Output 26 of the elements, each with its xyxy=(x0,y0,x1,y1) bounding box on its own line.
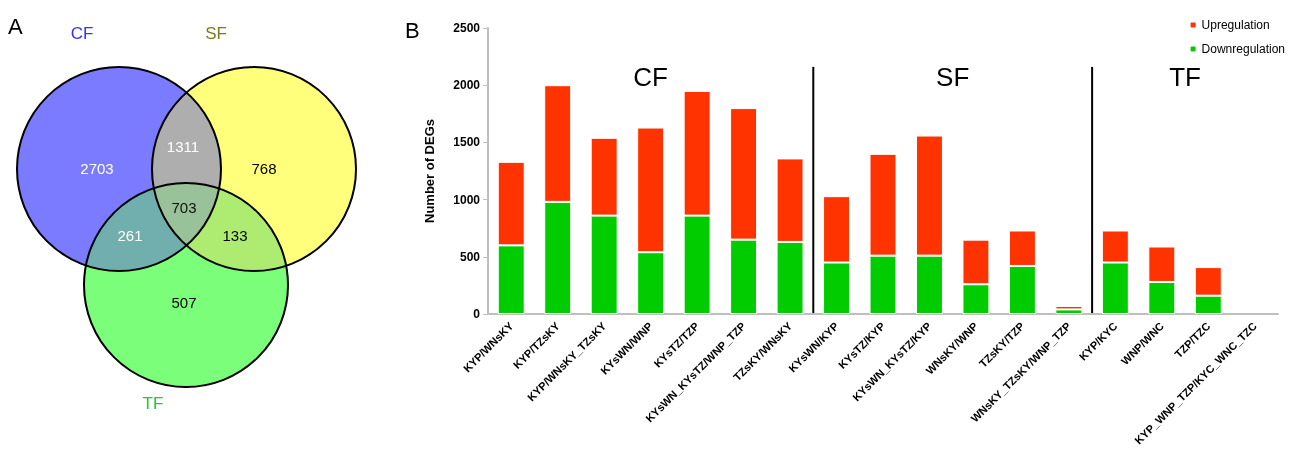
bar xyxy=(1055,309,1083,314)
y-tick-label: 500 xyxy=(459,249,481,264)
y-axis-title: Number of DEGs xyxy=(422,118,437,224)
text: 507 xyxy=(171,293,197,311)
text: 261 xyxy=(117,226,143,244)
legend-label: Upregulation xyxy=(1201,18,1270,32)
annotation: CF xyxy=(633,61,668,92)
text: 703 xyxy=(171,198,197,216)
y-tick-label: 0 xyxy=(473,307,481,321)
category-label: SF xyxy=(205,23,227,43)
y-tick-label: 2000 xyxy=(453,78,481,93)
annotation: TF xyxy=(1169,61,1201,92)
text: 133 xyxy=(222,226,248,244)
chart-title: B xyxy=(405,17,420,43)
category-label: TF xyxy=(142,393,164,413)
bar xyxy=(1055,305,1083,310)
category-label: CF xyxy=(70,23,94,43)
y-tick-label: 1000 xyxy=(453,192,481,207)
annotation: SF xyxy=(936,61,970,92)
legend-label: Downregulation xyxy=(1201,42,1286,56)
y-tick-label: 1500 xyxy=(453,135,481,150)
text: 768 xyxy=(251,159,277,177)
text: A xyxy=(8,14,23,39)
y-tick-label: 2500 xyxy=(453,21,481,35)
text: 2703 xyxy=(80,159,114,177)
text: 1311 xyxy=(166,137,200,155)
